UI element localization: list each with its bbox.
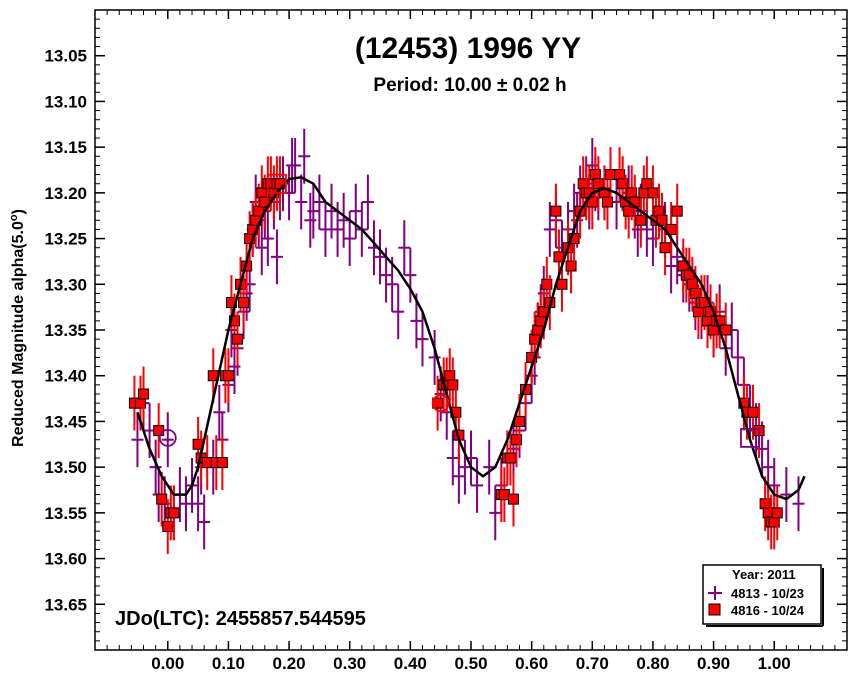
y-tick-labels: 13.05 13.10 13.15 13.20 13.25 13.30 13.35 13.40… (44, 47, 87, 615)
data-point-square (447, 379, 459, 391)
y-tick-label: 13.20 (44, 184, 87, 203)
y-tick-label: 13.50 (44, 458, 87, 477)
x-tick-label: 0.70 (576, 654, 609, 673)
data-point-square (656, 214, 668, 226)
data-point-square (647, 187, 659, 199)
x-tick-label: 0.20 (273, 654, 306, 673)
x-tick-label: 0.60 (515, 654, 548, 673)
data-point-square (232, 333, 244, 345)
data-point-square (714, 315, 726, 327)
legend: Year: 2011 4813 - 10/23 4816 - 10/24 (702, 564, 824, 627)
data-point-square (510, 434, 522, 446)
data-point-square (526, 351, 538, 363)
data-point-square (514, 415, 526, 427)
fit-curve (136, 176, 806, 501)
y-tick-label: 13.05 (44, 47, 87, 66)
y-tick-label: 13.55 (44, 504, 87, 523)
y-tick-label: 13.60 (44, 550, 87, 569)
data-point-square (747, 406, 759, 418)
data-point-square (201, 457, 213, 469)
axis-ticks (95, 9, 847, 651)
y-tick-label: 13.45 (44, 412, 87, 431)
annotation-square (267, 173, 287, 194)
x-tick-label: 0.00 (151, 654, 184, 673)
data-point-square (498, 489, 510, 501)
chart-title: (12453) 1996 YY (355, 32, 581, 65)
y-tick-label: 13.40 (44, 367, 87, 386)
data-point-square (771, 507, 783, 519)
legend-entry-1: 4813 - 10/23 (731, 586, 804, 601)
y-axis-label-suffix: ) (10, 209, 27, 214)
data-point-square (604, 169, 616, 181)
x-tick-label: 0.90 (697, 654, 730, 673)
data-point-square (592, 178, 604, 190)
x-tick-labels: 0.00 0.10 0.20 0.30 0.40 0.50 0.60 0.70 0.80 0.90… (151, 654, 791, 673)
data-point-square (671, 205, 683, 217)
annotation-square (740, 427, 760, 448)
x-tick-label: 0.30 (333, 654, 366, 673)
epoch-label: JDo(LTC): 2455857.544595 (115, 608, 366, 630)
data-point-square (641, 178, 653, 190)
y-axis-label-main: Reduced Magnitude alpha(5.0 (10, 221, 27, 447)
y-tick-label: 13.35 (44, 321, 87, 340)
data-point-square (168, 507, 180, 519)
data-point-square (565, 260, 577, 272)
data-point-square (138, 388, 150, 400)
data-point-square (689, 287, 701, 299)
data-point-square (156, 493, 168, 505)
data-point-square (216, 457, 228, 469)
legend-entry-2: 4816 - 10/24 (731, 603, 805, 618)
data-point-square (568, 233, 580, 245)
legend-marker-square (708, 603, 721, 616)
data-point-square (617, 178, 629, 190)
y-tick-label: 13.15 (44, 138, 87, 157)
y-axis-label-degree: o (8, 214, 20, 221)
data-point-square (720, 324, 732, 336)
data-point-square (504, 452, 516, 464)
x-tick-label: 0.40 (394, 654, 427, 673)
data-point-square (635, 214, 647, 226)
data-point-square (238, 297, 250, 309)
y-tick-label: 13.65 (44, 595, 87, 614)
data-point-square (623, 205, 635, 217)
y-tick-label: 13.10 (44, 92, 87, 111)
annotation-markers (158, 173, 760, 448)
data-point-square (601, 196, 613, 208)
data-point-square (162, 521, 174, 533)
data-point-square (153, 425, 165, 437)
legend-title: Year: 2011 (732, 567, 796, 582)
data-point-square (550, 205, 562, 217)
annotation-circle (431, 394, 450, 413)
chart-subtitle: Period: 10.00 ± 0.02 h (373, 75, 566, 96)
data-point-square (507, 493, 519, 505)
data-point-square (541, 278, 553, 290)
data-point-square (659, 242, 671, 254)
y-axis-label: Reduced Magnitude alpha(5.0o) (8, 209, 27, 447)
legend-box (702, 564, 822, 625)
y-tick-label: 13.30 (44, 275, 87, 294)
legend-marker-cross (708, 586, 722, 600)
x-tick-label: 0.50 (454, 654, 487, 673)
series-2 (128, 147, 783, 554)
data-point-square (222, 370, 234, 382)
x-tick-label: 1.00 (758, 654, 791, 673)
annotation-circle (158, 428, 177, 447)
x-tick-label: 0.10 (212, 654, 245, 673)
x-tick-label: 0.80 (636, 654, 669, 673)
data-point-square (228, 315, 240, 327)
y-tick-label: 13.25 (44, 230, 87, 249)
data-point-square (556, 278, 568, 290)
